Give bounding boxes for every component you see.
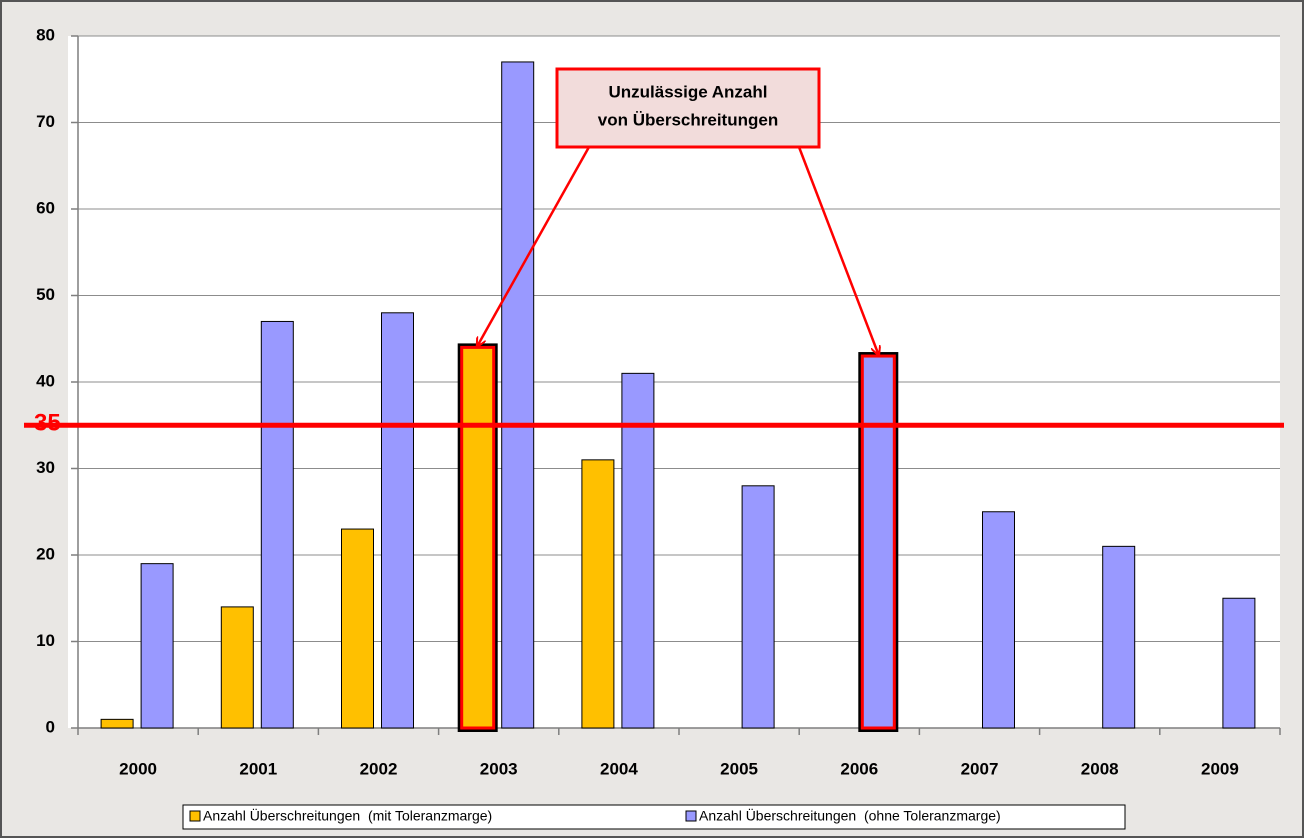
threshold-label: 35 (34, 410, 61, 437)
bar (1222, 597, 1256, 729)
y-tick-label: 60 (36, 198, 55, 217)
y-tick-label: 80 (36, 25, 55, 44)
bar (501, 61, 535, 729)
legend-swatch (189, 810, 201, 822)
x-tick-label: 2002 (360, 759, 398, 778)
legend-label: Anzahl Überschreitungen (mit Toleranzmar… (203, 807, 492, 824)
x-tick-label: 2000 (119, 759, 157, 778)
bar (741, 485, 775, 729)
bar (341, 528, 374, 729)
bar (1102, 545, 1136, 729)
bar (100, 718, 134, 729)
y-tick-label: 20 (36, 544, 55, 563)
x-tick-label: 2001 (239, 759, 277, 778)
bar (381, 312, 414, 729)
bar (982, 511, 1015, 729)
plot-layer: 0 10 20 30 40 50 60 70 80 2000 2001 2002 2003 2004 200… (24, 25, 1284, 778)
bar (621, 372, 655, 729)
y-tick-label: 40 (36, 371, 55, 390)
legend: Anzahl Überschreitungen (mit Toleranzmar… (182, 804, 1126, 830)
legend-swatch (685, 810, 697, 822)
bar (140, 563, 174, 729)
annotation-box (555, 67, 821, 149)
bar (581, 459, 615, 729)
x-tick-label: 2008 (1081, 759, 1119, 778)
annotation-text: Unzulässige Anzahl (608, 82, 767, 101)
bar (260, 320, 294, 729)
bar (860, 354, 896, 730)
x-tick-label: 2005 (720, 759, 758, 778)
y-tick-label: 50 (36, 285, 55, 304)
y-tick-label: 10 (36, 631, 55, 650)
x-tick-label: 2003 (480, 759, 518, 778)
annotation-arrow (478, 146, 591, 345)
x-tick-label: 2007 (961, 759, 999, 778)
x-tick-label: 2004 (600, 759, 638, 778)
x-tick-label: 2009 (1201, 759, 1239, 778)
annotation-arrow (797, 146, 878, 354)
y-tick-label: 70 (36, 112, 55, 131)
x-tick-label: 2006 (840, 759, 878, 778)
bar (460, 345, 496, 730)
legend-box (182, 804, 1126, 830)
bar (220, 606, 254, 729)
legend-label: Anzahl Überschreitungen (ohne Toleranzma… (699, 807, 1001, 824)
y-tick-label: 30 (36, 458, 55, 477)
y-tick-label: 0 (46, 717, 55, 736)
annotation-text: von Überschreitungen (598, 110, 778, 129)
